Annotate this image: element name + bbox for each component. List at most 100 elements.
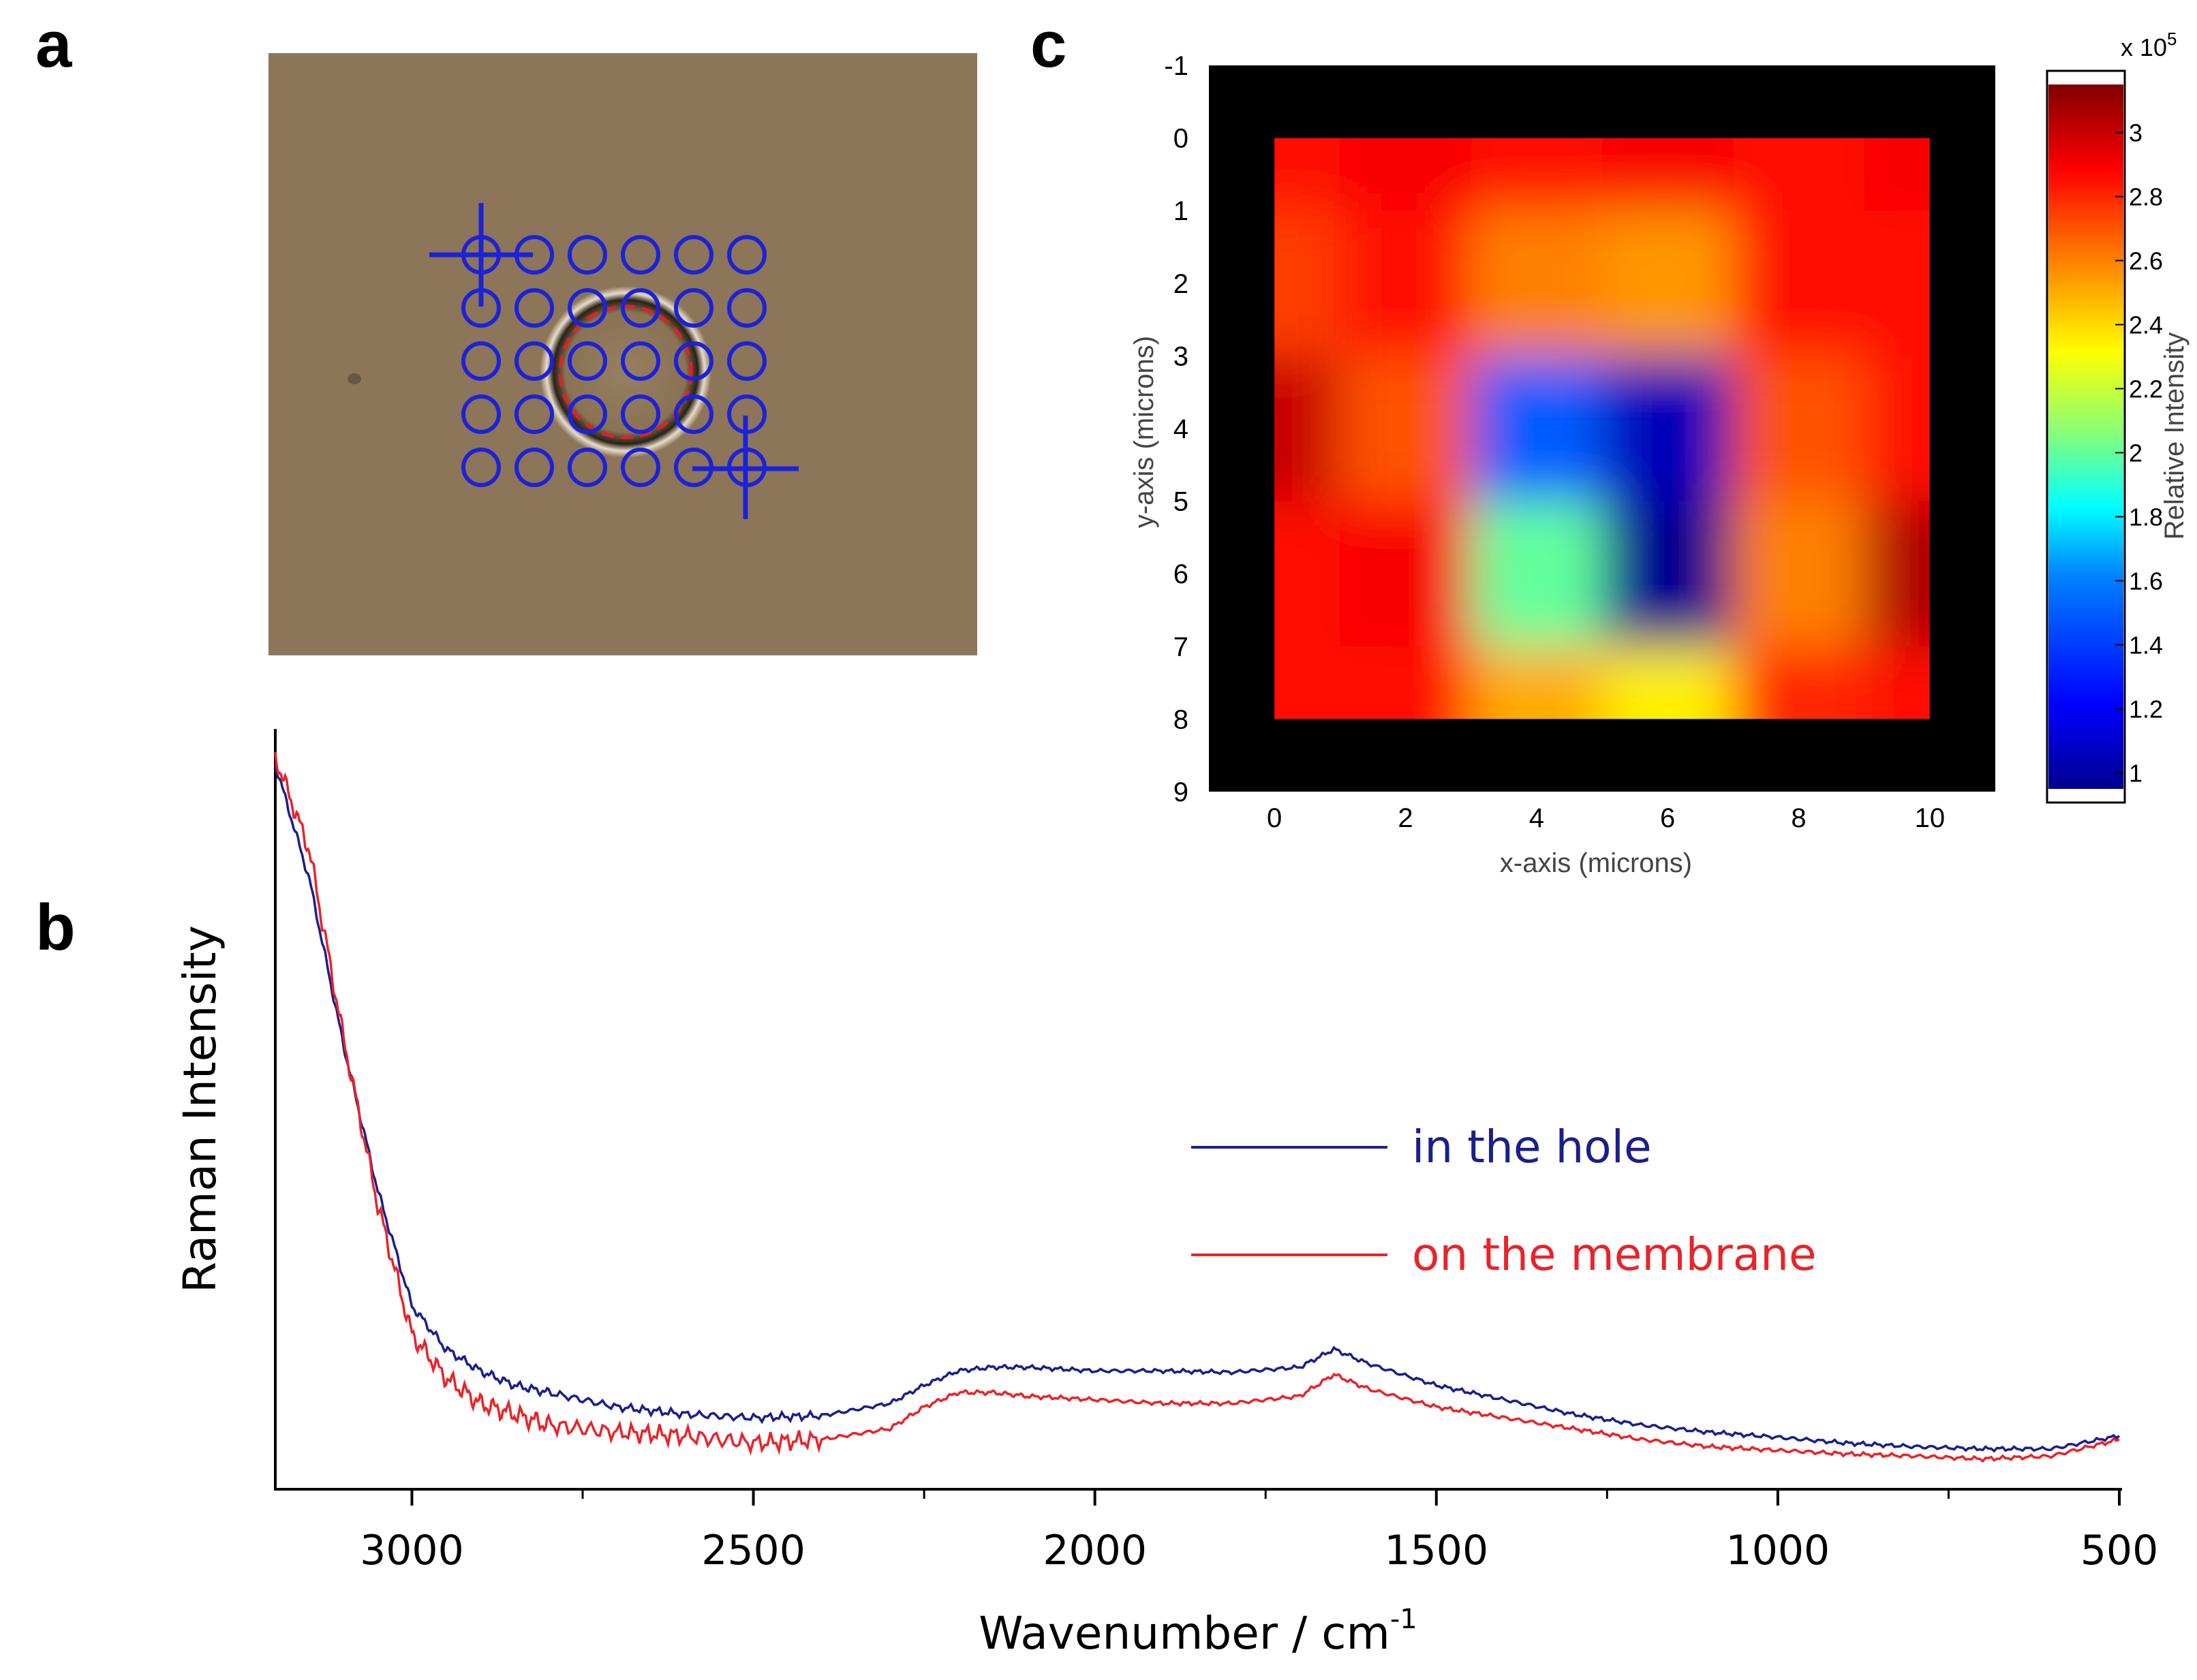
circle-marker-icon	[621, 288, 660, 328]
heatmap-cell	[1471, 356, 1602, 501]
x-tick-label-c: 2	[1398, 803, 1413, 833]
panel-label-c: c	[1030, 8, 1066, 81]
heatmap-cell	[1733, 138, 1864, 211]
legend-label-in-the-hole: in the hole	[1412, 1121, 1652, 1173]
y-tick-label-c: 8	[1173, 704, 1188, 734]
colorbar-tick-label: 1	[2129, 760, 2142, 788]
circle-marker-icon	[514, 341, 554, 381]
heatmap-cell	[1864, 646, 1930, 719]
circle-marker-icon	[568, 394, 607, 434]
crosshair-icon	[692, 416, 799, 519]
colorbar-ticks: 1 1.2 1.4 1.6 1.8 2 2.2 2.4 2.6 2.8 3	[2115, 119, 2163, 788]
heatmap-cell	[1340, 211, 1471, 356]
circle-marker-icon	[461, 448, 501, 487]
x-axis-title-text: Wavenumber / cm	[979, 1607, 1390, 1660]
heatmap-surface	[1274, 138, 1930, 719]
series-line-on-the-membrane	[274, 751, 2120, 1463]
colorbar: 1 1.2 1.4 1.6 1.8 2 2.2 2.4 2.6 2.8 3 x 105 Relati…	[2046, 29, 2190, 804]
debris-speck	[348, 373, 361, 384]
heatmap-cell	[1733, 501, 1864, 647]
legend-label-on-the-membrane: on the membrane	[1412, 1228, 1817, 1281]
heatmap-cell	[1864, 501, 1930, 647]
x-tick-label: 2000	[1043, 1527, 1147, 1574]
heatmap-ticks: 0 2 4 6 8 10 -1 0 1 2 3 4 5 6 7 8 9	[1164, 51, 1945, 833]
heatmap-cell	[1733, 211, 1864, 356]
colorbar-tick-label: 2.6	[2129, 247, 2163, 275]
x-axis-title-c: x-axis (microns)	[1500, 848, 1692, 878]
circle-marker-icon	[514, 394, 554, 434]
heatmap-cell	[1602, 356, 1734, 501]
colorbar-tick-label: 3	[2129, 119, 2142, 147]
raman-spectrum-chart: 3000 2500 2000 1500 1000 500 Raman Intensity …	[174, 729, 2158, 1660]
circle-marker-icon	[674, 341, 713, 381]
heatmap-cell	[1733, 646, 1864, 719]
x-tick-label: 500	[2080, 1527, 2159, 1574]
y-tick-label-c: 5	[1173, 487, 1188, 517]
x-axis-title-superscript: -1	[1390, 1604, 1417, 1635]
heatmap-cell	[1274, 501, 1340, 647]
y-tick-label-c: 4	[1173, 414, 1188, 444]
heatmap-cell	[1274, 211, 1340, 356]
circle-marker-icon	[568, 235, 607, 275]
heatmap-cell	[1340, 138, 1471, 211]
heatmap-cell	[1602, 138, 1734, 211]
heatmap-cell	[1602, 211, 1734, 356]
heatmap-cell	[1471, 211, 1602, 356]
colorbar-gradient	[2048, 84, 2123, 789]
legend: in the hole on the membrane	[1191, 1121, 1817, 1281]
colorbar-tick-label: 1.6	[2129, 567, 2163, 595]
heatmap-cell	[1340, 356, 1471, 501]
colorbar-tick-label: 1.2	[2129, 696, 2163, 724]
x-tick-label-c: 0	[1267, 803, 1282, 833]
circle-marker-icon	[514, 288, 554, 328]
y-tick-label-c: 3	[1173, 341, 1188, 371]
x-tick-label: 2500	[701, 1527, 805, 1574]
circle-marker-icon	[621, 235, 660, 275]
y-tick-label-c: 9	[1173, 777, 1188, 807]
colorbar-exponent-base: x 10	[2121, 33, 2167, 61]
heatmap-cell	[1340, 501, 1471, 647]
x-tick-label: 3000	[360, 1527, 464, 1574]
microscope-image	[268, 53, 977, 655]
colorbar-tick-label: 2.2	[2129, 375, 2163, 403]
heatmap-cell	[1602, 646, 1734, 719]
heatmap-cells	[1274, 138, 1930, 719]
heatmap-cell	[1274, 356, 1340, 501]
colorbar-tick-label: 2.8	[2129, 183, 2163, 211]
y-tick-label-c: 0	[1173, 124, 1188, 154]
y-axis-title: Raman Intensity	[174, 925, 226, 1293]
circle-marker-icon	[621, 394, 660, 434]
heatmap-cell	[1274, 138, 1340, 211]
x-tick-label: 1000	[1726, 1527, 1830, 1574]
circle-marker-icon	[727, 341, 767, 381]
x-tick-label-c: 6	[1660, 803, 1675, 833]
colorbar-exponent: x 105	[2121, 29, 2177, 61]
y-tick-label-c: 2	[1173, 269, 1188, 299]
raman-map-chart: 0 2 4 6 8 10 -1 0 1 2 3 4 5 6 7 8 9 x-axis (microns) y-a…	[1129, 29, 2190, 878]
colorbar-tick-label: 1.8	[2129, 503, 2163, 531]
colorbar-title: Relative Intensity	[2160, 332, 2190, 540]
y-tick-label-c: 1	[1173, 196, 1188, 226]
x-tick-label-c: 8	[1791, 803, 1806, 833]
heatmap-cell	[1602, 501, 1734, 647]
circle-marker-icon	[727, 288, 767, 328]
heatmap-cell	[1864, 356, 1930, 501]
x-ticks: 3000 2500 2000 1500 1000 500	[360, 1489, 2158, 1574]
circle-marker-icon	[727, 235, 767, 275]
heatmap-cell	[1733, 356, 1864, 501]
circle-marker-icon	[568, 448, 607, 487]
circle-marker-icon	[621, 448, 660, 487]
y-tick-label-c: 6	[1173, 559, 1188, 589]
heatmap-cell	[1340, 646, 1471, 719]
series-lines	[274, 751, 2121, 1463]
circle-marker-icon	[461, 394, 501, 434]
series-line-in-the-hole	[274, 764, 2121, 1453]
circle-marker-icon	[568, 341, 607, 381]
circle-marker-icon	[461, 341, 501, 381]
colorbar-exponent-power: 5	[2167, 29, 2177, 49]
circle-marker-icon	[621, 341, 660, 381]
heatmap-cell	[1274, 646, 1340, 719]
legend-item-on-the-membrane: on the membrane	[1191, 1228, 1817, 1281]
panel-label-a: a	[35, 8, 72, 81]
